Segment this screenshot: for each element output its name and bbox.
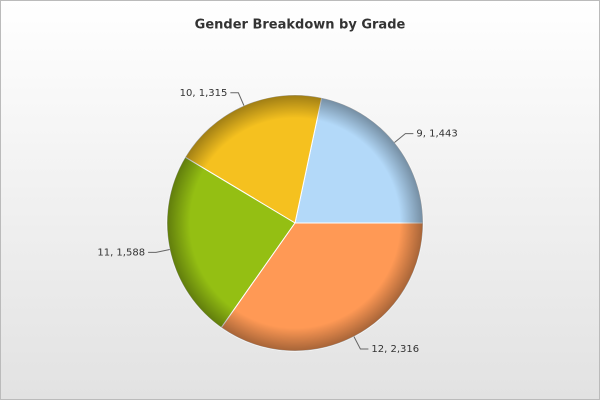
leader-line (394, 133, 414, 143)
data-label: 12, 2,316 (371, 344, 419, 355)
data-label: 11, 1,588 (97, 247, 145, 258)
leader-line (230, 92, 245, 106)
data-label: 9, 1,443 (416, 129, 457, 140)
data-label: 10, 1,315 (180, 88, 228, 99)
pie (166, 94, 424, 352)
leader-line (353, 336, 369, 350)
leader-line (148, 248, 170, 253)
chart-title: Gender Breakdown by Grade (195, 18, 406, 33)
